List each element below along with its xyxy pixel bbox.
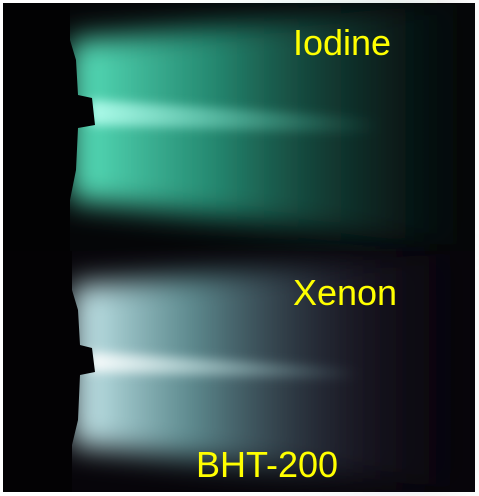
bottom-panel: Xenon BHT-200	[3, 250, 479, 492]
label: Xenon	[293, 272, 397, 313]
top-panel: Iodine	[3, 0, 479, 251]
caption: BHT-200	[196, 444, 338, 485]
photo: Iodine Xenon BHT-200	[0, 0, 479, 496]
label: Iodine	[293, 22, 391, 63]
page: {"panels": [{"label": "Iodine"}, {"label…	[0, 0, 479, 496]
